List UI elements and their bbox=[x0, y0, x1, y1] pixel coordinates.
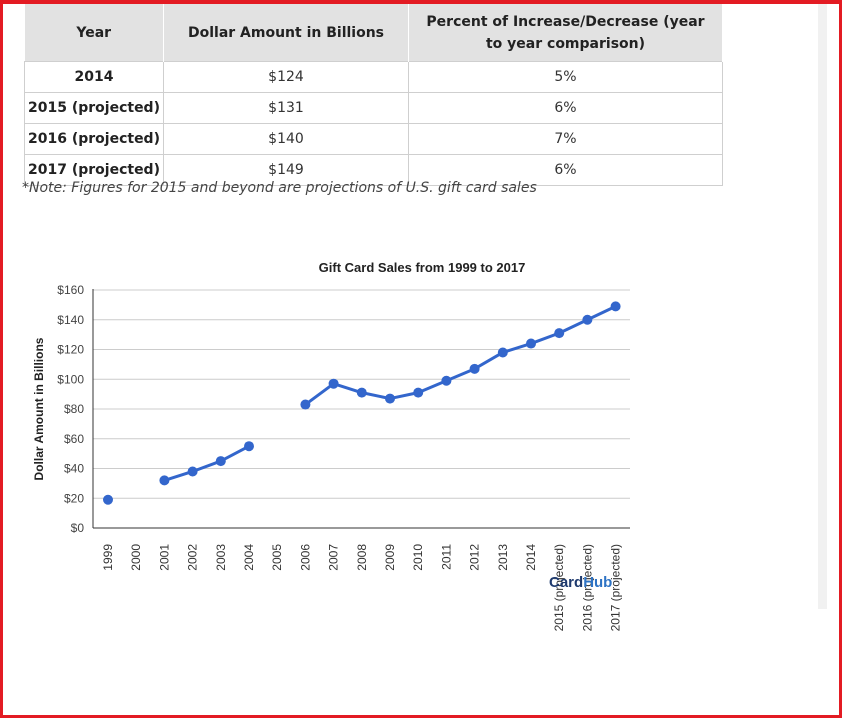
cell-percent: 7% bbox=[408, 123, 723, 155]
gift-card-sales-chart: Gift Card Sales from 1999 to 2017 $0 $20 $4… bbox=[32, 260, 630, 631]
data-point bbox=[300, 399, 311, 410]
y-tick-label: $0 bbox=[71, 521, 85, 535]
x-tick-label: 2007 bbox=[327, 544, 341, 571]
x-tick-label: 2003 bbox=[214, 544, 228, 571]
chart-title: Gift Card Sales from 1999 to 2017 bbox=[319, 260, 526, 275]
cell-year: 2015 (projected) bbox=[24, 92, 164, 124]
header-percent-change: Percent of Increase/Decrease (year to ye… bbox=[408, 4, 723, 62]
data-point bbox=[103, 494, 113, 505]
projection-note: *Note: Figures for 2015 and beyond are p… bbox=[22, 180, 537, 196]
cell-percent: 6% bbox=[408, 92, 723, 124]
cell-year: 2014 bbox=[24, 61, 164, 93]
x-tick-label: 2008 bbox=[355, 544, 369, 571]
gift-card-sales-table: Year Dollar Amount in Billions Percent o… bbox=[24, 4, 723, 186]
y-tick-label: $100 bbox=[57, 372, 84, 386]
data-point bbox=[582, 314, 593, 325]
data-point bbox=[554, 328, 565, 339]
x-tick-label: 2014 bbox=[524, 544, 538, 571]
series-line bbox=[304, 305, 617, 406]
data-point bbox=[610, 301, 621, 312]
y-tick-label: $160 bbox=[57, 283, 84, 297]
x-tick-label: 2017 (projected) bbox=[609, 544, 623, 631]
x-tick-label: 2005 bbox=[270, 544, 284, 571]
x-tick-label: 1999 bbox=[101, 544, 115, 571]
x-tick-label: 2001 bbox=[157, 544, 171, 571]
data-point bbox=[159, 475, 170, 486]
series-line bbox=[163, 444, 250, 482]
table-header-row: Year Dollar Amount in Billions Percent o… bbox=[24, 4, 723, 62]
data-point bbox=[497, 347, 508, 358]
x-tick-label: 2015 (projected) bbox=[552, 544, 566, 631]
x-tick-label: 2010 bbox=[411, 544, 425, 571]
x-tick-label: 2011 bbox=[439, 544, 453, 570]
table-row: 2014 $124 5% bbox=[24, 61, 723, 93]
x-tick-label: 2009 bbox=[383, 544, 397, 571]
y-tick-label: $40 bbox=[64, 462, 84, 476]
y-tick-label: $120 bbox=[57, 343, 84, 357]
data-point bbox=[413, 387, 424, 398]
cell-percent: 6% bbox=[408, 154, 723, 186]
cell-year: 2016 (projected) bbox=[24, 123, 164, 155]
cell-amount: $149 bbox=[163, 154, 409, 186]
header-year: Year bbox=[24, 4, 164, 62]
cell-percent: 5% bbox=[408, 61, 723, 93]
cardhub-logo: CardHub bbox=[549, 574, 612, 592]
y-tick-label: $60 bbox=[64, 432, 84, 446]
data-point bbox=[356, 387, 367, 398]
table-row: 2016 (projected) $140 7% bbox=[24, 123, 723, 155]
data-point bbox=[187, 466, 198, 477]
x-tick-label: 2016 (projected) bbox=[580, 544, 594, 631]
x-tick-label: 2012 bbox=[468, 544, 482, 571]
data-point bbox=[328, 378, 339, 389]
y-tick-label: $140 bbox=[57, 313, 84, 327]
x-tick-label: 2004 bbox=[242, 544, 256, 571]
cell-year: 2017 (projected) bbox=[24, 154, 164, 186]
scrollbar-track[interactable] bbox=[818, 4, 827, 609]
x-tick-label: 2000 bbox=[129, 544, 143, 571]
y-tick-label: $80 bbox=[64, 402, 84, 416]
y-tick-label: $20 bbox=[64, 491, 84, 505]
table-row: 2015 (projected) $131 6% bbox=[24, 92, 723, 124]
logo-card-text: Card bbox=[549, 574, 584, 591]
data-point bbox=[526, 338, 536, 349]
y-axis-label: Dollar Amount in Billions bbox=[32, 337, 46, 480]
data-point bbox=[215, 456, 226, 467]
logo-hub-text: Hub bbox=[583, 574, 613, 591]
data-point bbox=[469, 363, 480, 374]
data-point bbox=[244, 441, 254, 452]
x-tick-label: 2002 bbox=[186, 544, 200, 571]
cell-amount: $140 bbox=[163, 123, 409, 155]
cell-amount: $124 bbox=[163, 61, 409, 93]
x-tick-label: 2006 bbox=[298, 544, 312, 571]
data-point bbox=[441, 375, 452, 386]
header-dollar-amount: Dollar Amount in Billions bbox=[163, 4, 409, 62]
data-point bbox=[385, 393, 395, 404]
cell-amount: $131 bbox=[163, 92, 409, 124]
table-row: 2017 (projected) $149 6% bbox=[24, 154, 723, 186]
x-tick-label: 2013 bbox=[496, 544, 510, 571]
